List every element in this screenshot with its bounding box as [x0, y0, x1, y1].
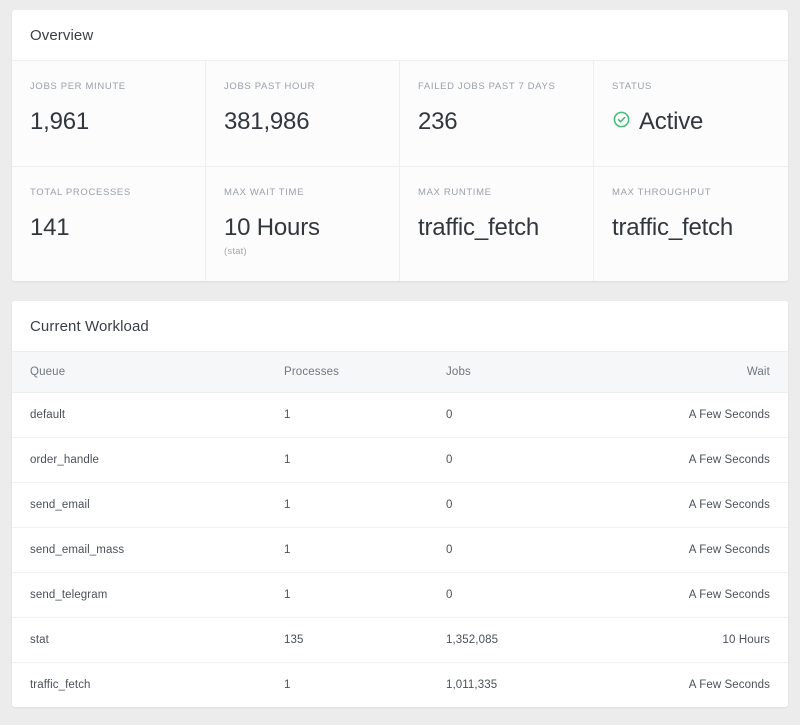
stat-cell: FAILED JOBS PAST 7 DAYS 236 [400, 61, 594, 167]
stat-value: traffic_fetch [612, 215, 770, 240]
overview-card: Overview JOBS PER MINUTE 1,961 JOBS PAST H… [12, 10, 788, 282]
stat-value: 10 Hours [224, 215, 381, 240]
cell-queue: stat [12, 617, 266, 664]
column-header-jobs[interactable]: Jobs [428, 351, 628, 394]
cell-jobs: 0 [428, 572, 628, 619]
current-workload-card: Current Workload Queue Processes Jobs Wa… [12, 301, 788, 708]
cell-wait: A Few Seconds [628, 527, 788, 574]
workload-title: Current Workload [30, 318, 149, 336]
stat-value-text: 381,986 [224, 108, 310, 135]
stat-label: JOBS PER MINUTE [30, 81, 126, 92]
stat-value: Active [612, 109, 770, 134]
cell-jobs: 0 [428, 437, 628, 484]
cell-wait: A Few Seconds [628, 437, 788, 484]
cell-queue: traffic_fetch [12, 662, 266, 708]
cell-wait: A Few Seconds [628, 572, 788, 619]
stat-cell: TOTAL PROCESSES 141 [12, 167, 206, 282]
stat-cell: JOBS PER MINUTE 1,961 [12, 61, 206, 167]
cell-wait: A Few Seconds [628, 482, 788, 529]
stat-value-text: 10 Hours [224, 214, 320, 241]
stat-value-text: 236 [418, 108, 458, 135]
stat-label: JOBS PAST HOUR [224, 81, 316, 92]
stat-value-text: Active [639, 108, 704, 135]
stat-value: 1,961 [30, 109, 187, 134]
stat-label: STATUS [612, 81, 652, 92]
cell-jobs: 1,011,335 [428, 662, 628, 708]
cell-jobs: 0 [428, 482, 628, 529]
cell-processes: 1 [266, 437, 428, 484]
stat-cell: MAX RUNTIME traffic_fetch [400, 167, 594, 282]
table-row[interactable]: order_handle 1 0 A Few Seconds [12, 437, 788, 484]
stat-value: 141 [30, 215, 187, 240]
cell-wait: A Few Seconds [628, 662, 788, 708]
workload-table-body: default 1 0 A Few Seconds order_handle 1 0 A Fe… [12, 392, 788, 708]
stat-label: FAILED JOBS PAST 7 DAYS [418, 81, 556, 92]
column-header-processes[interactable]: Processes [266, 351, 428, 394]
stat-subtext: (stat) [224, 246, 247, 258]
stat-label: MAX RUNTIME [418, 187, 492, 198]
cell-processes: 135 [266, 617, 428, 664]
overview-header: Overview [12, 10, 788, 60]
cell-processes: 1 [266, 482, 428, 529]
stat-cell: STATUS Active [594, 61, 788, 167]
workload-header: Current Workload [12, 301, 788, 352]
cell-processes: 1 [266, 662, 428, 708]
stat-value: 236 [418, 109, 575, 134]
cell-jobs: 0 [428, 527, 628, 574]
table-header-row: Queue Processes Jobs Wait [12, 351, 788, 394]
stat-cell: MAX THROUGHPUT traffic_fetch [594, 167, 788, 282]
check-circle-icon [612, 109, 631, 134]
cell-wait: A Few Seconds [628, 392, 788, 439]
cell-jobs: 0 [428, 392, 628, 439]
overview-stat-grid: JOBS PER MINUTE 1,961 JOBS PAST HOUR 381,98… [12, 60, 788, 282]
workload-table: Queue Processes Jobs Wait default 1 0 A Few… [12, 351, 788, 708]
stat-cell: MAX WAIT TIME 10 Hours (stat) [206, 167, 400, 282]
stat-value: 381,986 [224, 109, 381, 134]
cell-queue: send_email [12, 482, 266, 529]
stat-label: TOTAL PROCESSES [30, 187, 131, 198]
stat-value-text: 141 [30, 214, 70, 241]
stat-label: MAX THROUGHPUT [612, 187, 712, 198]
stat-cell: JOBS PAST HOUR 381,986 [206, 61, 400, 167]
column-header-wait[interactable]: Wait [628, 351, 788, 394]
table-row[interactable]: default 1 0 A Few Seconds [12, 392, 788, 439]
cell-wait: 10 Hours [628, 617, 788, 664]
cell-queue: default [12, 392, 266, 439]
table-row[interactable]: send_telegram 1 0 A Few Seconds [12, 572, 788, 619]
page-title: Overview [30, 27, 94, 44]
table-row[interactable]: stat 135 1,352,085 10 Hours [12, 617, 788, 664]
cell-queue: send_email_mass [12, 527, 266, 574]
workload-table-head: Queue Processes Jobs Wait [12, 351, 788, 394]
column-header-queue[interactable]: Queue [12, 351, 266, 394]
stat-value-text: traffic_fetch [612, 214, 734, 241]
stat-label: MAX WAIT TIME [224, 187, 305, 198]
table-row[interactable]: send_email_mass 1 0 A Few Seconds [12, 527, 788, 574]
cell-queue: send_telegram [12, 572, 266, 619]
stat-value-text: 1,961 [30, 108, 90, 135]
cell-processes: 1 [266, 392, 428, 439]
table-row[interactable]: traffic_fetch 1 1,011,335 A Few Seconds [12, 662, 788, 708]
cell-processes: 1 [266, 527, 428, 574]
cell-jobs: 1,352,085 [428, 617, 628, 664]
stat-value-text: traffic_fetch [418, 214, 540, 241]
cell-queue: order_handle [12, 437, 266, 484]
stat-value: traffic_fetch [418, 215, 575, 240]
table-row[interactable]: send_email 1 0 A Few Seconds [12, 482, 788, 529]
cell-processes: 1 [266, 572, 428, 619]
